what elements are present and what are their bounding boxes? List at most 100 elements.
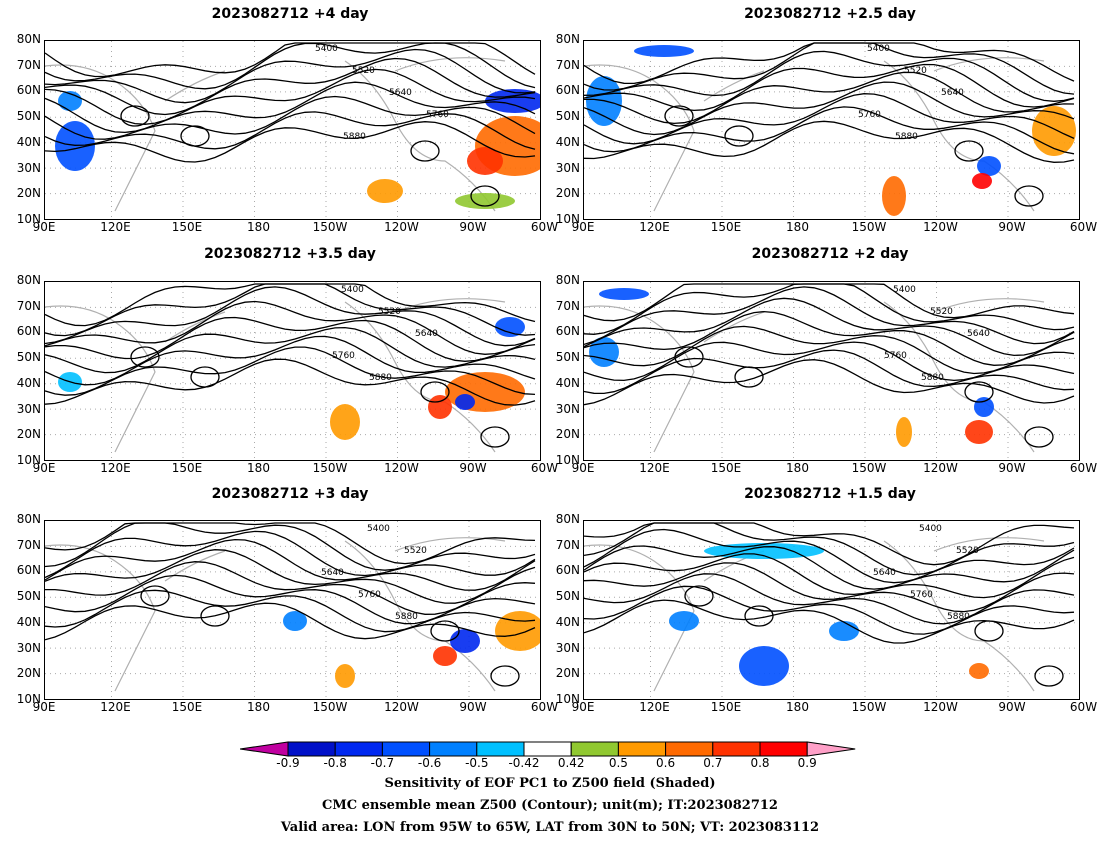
colorbar-label: -0.5 bbox=[465, 756, 489, 770]
map-panel-5: 5400 5520 5640 5760 5880 bbox=[44, 520, 541, 700]
contour-label: 5640 bbox=[321, 568, 344, 578]
colorbar-label: -0.7 bbox=[370, 756, 395, 770]
lat-label: 50N bbox=[16, 350, 41, 365]
lat-label: 40N bbox=[555, 614, 580, 629]
lon-label: 150E bbox=[171, 220, 203, 234]
contour-label: 5640 bbox=[415, 329, 438, 339]
colorbar-swatch bbox=[429, 741, 478, 757]
z500-contours bbox=[584, 522, 1075, 687]
contour-label: 5880 bbox=[895, 132, 918, 142]
lon-label: 90E bbox=[32, 461, 56, 475]
map-panel-6: 5400 5520 5640 5760 5880 bbox=[583, 520, 1080, 700]
lon-label: 180 bbox=[247, 220, 270, 234]
lat-label: 40N bbox=[16, 134, 41, 149]
caption-line-2: CMC ensemble mean Z500 (Contour); unit(m… bbox=[322, 798, 778, 813]
contour-label: 5880 bbox=[369, 373, 392, 383]
colorbar-swatch bbox=[665, 741, 714, 757]
contour-label: 5880 bbox=[343, 132, 366, 142]
colorbar-swatch bbox=[759, 741, 808, 757]
lon-label: 150E bbox=[710, 700, 742, 714]
map-panel-2: 5400 5520 5640 5760 5880 bbox=[583, 40, 1080, 220]
lon-label: 90W bbox=[459, 220, 487, 234]
lat-label: 40N bbox=[16, 375, 41, 390]
lat-label: 60N bbox=[16, 324, 41, 339]
lon-label: 150W bbox=[312, 461, 348, 475]
shaded-area bbox=[455, 193, 515, 209]
colorbar-swatch bbox=[334, 741, 383, 757]
lon-label: 180 bbox=[786, 220, 809, 234]
colorbar-swatch bbox=[476, 741, 525, 757]
contour-label: 5400 bbox=[315, 44, 338, 54]
lat-label: 80N bbox=[16, 512, 41, 526]
contour-label: 5520 bbox=[352, 66, 375, 76]
lon-label: 60W bbox=[1069, 461, 1098, 475]
coastline bbox=[45, 537, 506, 692]
map-panel-4: 5400 5520 5640 5760 5880 bbox=[583, 281, 1080, 461]
contour-labels: 5400 5520 5640 5760 5880 bbox=[332, 285, 438, 383]
colorbar bbox=[240, 741, 856, 757]
lon-label: 90E bbox=[32, 700, 56, 714]
lat-label: 70N bbox=[555, 57, 580, 72]
lon-label: 120W bbox=[384, 220, 419, 234]
lat-label: 30N bbox=[555, 640, 580, 655]
lon-label: 90W bbox=[459, 461, 487, 475]
z500-contours bbox=[45, 42, 536, 207]
shaded-area bbox=[367, 179, 403, 203]
colorbar-label: 0.42 bbox=[557, 756, 585, 770]
map-panel-1: 5400 5520 5640 5760 5880 bbox=[44, 40, 541, 220]
panel-title-2: 2023082712 +2.5 day bbox=[744, 6, 916, 22]
colorbar-max-arrow bbox=[806, 741, 856, 757]
contour-label: 5760 bbox=[858, 110, 881, 120]
shaded-area bbox=[882, 176, 906, 216]
lat-label: 80N bbox=[555, 32, 580, 46]
contour-label: 5520 bbox=[404, 546, 427, 556]
map-canvas: 5400 5520 5640 5760 5880 bbox=[45, 282, 540, 460]
lat-label: 60N bbox=[555, 83, 580, 98]
contour-labels: 5400 5520 5640 5760 5880 bbox=[884, 285, 990, 383]
lat-label: 50N bbox=[555, 109, 580, 124]
lat-label: 60N bbox=[555, 563, 580, 578]
panel-title-6: 2023082712 +1.5 day bbox=[744, 486, 916, 502]
lon-label: 90E bbox=[571, 220, 595, 234]
contour-label: 5760 bbox=[884, 351, 907, 361]
shaded-area bbox=[55, 121, 95, 171]
contour-label: 5640 bbox=[967, 329, 990, 339]
lat-label: 70N bbox=[555, 298, 580, 313]
lon-label: 120E bbox=[100, 220, 131, 234]
lat-label: 50N bbox=[16, 589, 41, 604]
lon-label: 90E bbox=[32, 220, 56, 234]
shaded-area bbox=[433, 646, 457, 666]
lon-label: 150E bbox=[710, 461, 742, 475]
lat-label: 70N bbox=[16, 57, 41, 72]
lon-label: 120W bbox=[923, 700, 958, 714]
contour-labels: 5400 5520 5640 5760 5880 bbox=[315, 44, 449, 142]
panel-title-5: 2023082712 +3 day bbox=[211, 486, 369, 502]
lon-label: 180 bbox=[247, 700, 270, 714]
shaded-area bbox=[599, 288, 649, 300]
contour-label: 5760 bbox=[332, 351, 355, 361]
graticule bbox=[584, 41, 1079, 219]
lat-label: 10N bbox=[555, 452, 580, 467]
lat-label: 50N bbox=[555, 350, 580, 365]
lat-label: 20N bbox=[555, 427, 580, 442]
lat-label: 60N bbox=[16, 83, 41, 98]
lon-label: 90W bbox=[998, 461, 1026, 475]
lon-label: 150E bbox=[710, 220, 742, 234]
contour-labels: 5400 5520 5640 5760 5880 bbox=[321, 524, 427, 622]
shaded-area bbox=[965, 420, 993, 444]
contour-label: 5400 bbox=[893, 285, 916, 295]
map-canvas: 5400 5520 5640 5760 5880 bbox=[45, 521, 540, 699]
lon-label: 60W bbox=[1069, 220, 1098, 234]
lon-label: 60W bbox=[530, 220, 559, 234]
lon-label: 180 bbox=[786, 461, 809, 475]
z500-contours bbox=[45, 283, 536, 448]
lat-label: 30N bbox=[555, 401, 580, 416]
lat-label: 40N bbox=[555, 134, 580, 149]
lat-label: 30N bbox=[16, 160, 41, 175]
lon-label: 150W bbox=[851, 461, 887, 475]
shaded-area bbox=[485, 89, 540, 113]
lon-label: 150E bbox=[171, 461, 203, 475]
contour-labels: 5400 5520 5640 5760 5880 bbox=[858, 44, 964, 142]
shaded-area bbox=[495, 611, 540, 651]
map-canvas: 5400 5520 5640 5760 5880 bbox=[584, 282, 1079, 460]
